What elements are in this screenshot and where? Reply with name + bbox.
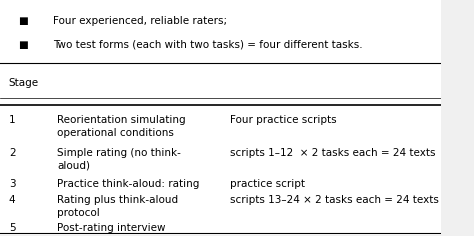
Text: ■: ■ (18, 40, 27, 50)
Text: Reorientation simulating
operational conditions: Reorientation simulating operational con… (57, 115, 186, 138)
Text: practice script: practice script (229, 179, 305, 189)
Text: Four practice scripts: Four practice scripts (229, 115, 336, 125)
Text: 3: 3 (9, 179, 16, 189)
Text: Four experienced, reliable raters;: Four experienced, reliable raters; (53, 17, 227, 26)
Text: Post-rating interview: Post-rating interview (57, 223, 166, 233)
Text: scripts 13–24 × 2 tasks each = 24 texts: scripts 13–24 × 2 tasks each = 24 texts (229, 195, 438, 205)
Text: Simple rating (no think-
aloud): Simple rating (no think- aloud) (57, 148, 181, 170)
Text: scripts 1–12  × 2 tasks each = 24 texts: scripts 1–12 × 2 tasks each = 24 texts (229, 148, 435, 158)
Text: Stage: Stage (9, 78, 39, 88)
Text: 1: 1 (9, 115, 16, 125)
FancyBboxPatch shape (0, 0, 441, 235)
Text: Two test forms (each with two tasks) = four different tasks.: Two test forms (each with two tasks) = f… (53, 40, 363, 50)
Text: 5: 5 (9, 223, 16, 233)
Text: ■: ■ (18, 17, 27, 26)
Text: Practice think-aloud: rating: Practice think-aloud: rating (57, 179, 200, 189)
Text: Rating plus think-aloud
protocol: Rating plus think-aloud protocol (57, 195, 179, 218)
Text: 4: 4 (9, 195, 16, 205)
Text: 2: 2 (9, 148, 16, 158)
